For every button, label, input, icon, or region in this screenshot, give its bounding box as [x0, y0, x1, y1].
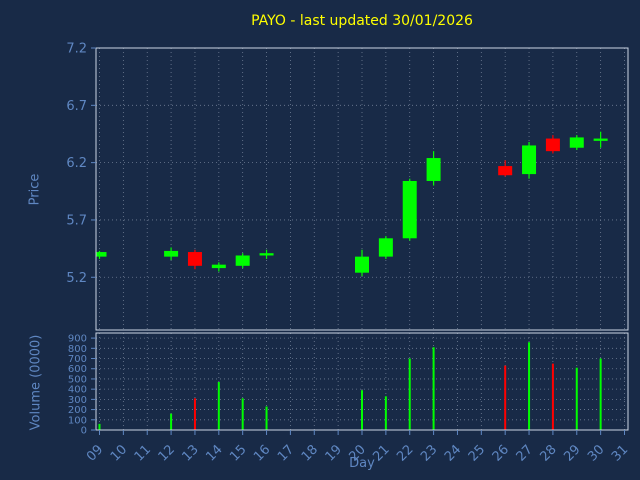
- svg-text:29: 29: [561, 442, 583, 464]
- svg-text:30: 30: [585, 442, 607, 464]
- svg-text:19: 19: [323, 442, 345, 464]
- svg-text:5.2: 5.2: [66, 271, 87, 286]
- svg-text:800: 800: [68, 344, 87, 355]
- svg-text:400: 400: [68, 385, 87, 396]
- svg-text:6.2: 6.2: [66, 156, 87, 171]
- svg-text:7.2: 7.2: [66, 42, 87, 57]
- x-axis-label: Day: [349, 456, 375, 471]
- svg-text:23: 23: [418, 442, 440, 464]
- svg-text:25: 25: [466, 442, 488, 464]
- svg-text:200: 200: [68, 405, 87, 416]
- svg-text:600: 600: [68, 364, 87, 375]
- svg-text:5.7: 5.7: [66, 213, 87, 228]
- svg-text:24: 24: [442, 442, 464, 464]
- svg-text:700: 700: [68, 354, 87, 365]
- svg-text:10: 10: [108, 442, 130, 464]
- svg-text:21: 21: [370, 442, 392, 464]
- svg-text:09: 09: [84, 442, 106, 464]
- svg-text:900: 900: [68, 334, 87, 345]
- svg-text:14: 14: [203, 442, 225, 464]
- svg-text:17: 17: [275, 442, 297, 464]
- svg-text:16: 16: [251, 442, 273, 464]
- svg-text:0: 0: [81, 426, 87, 437]
- svg-text:13: 13: [179, 442, 201, 464]
- chart-title: PAYO - last updated 30/01/2026: [251, 13, 473, 29]
- svg-text:500: 500: [68, 374, 87, 385]
- svg-text:20: 20: [347, 442, 369, 464]
- svg-text:12: 12: [156, 442, 178, 464]
- svg-text:27: 27: [514, 442, 536, 464]
- svg-text:300: 300: [68, 395, 87, 406]
- svg-text:15: 15: [227, 442, 249, 464]
- svg-text:28: 28: [537, 442, 559, 464]
- svg-text:100: 100: [68, 415, 87, 426]
- svg-text:31: 31: [609, 442, 631, 464]
- svg-text:6.7: 6.7: [66, 99, 87, 114]
- svg-text:18: 18: [299, 442, 321, 464]
- svg-text:11: 11: [132, 442, 154, 464]
- svg-text:22: 22: [394, 442, 416, 464]
- svg-text:26: 26: [490, 442, 512, 464]
